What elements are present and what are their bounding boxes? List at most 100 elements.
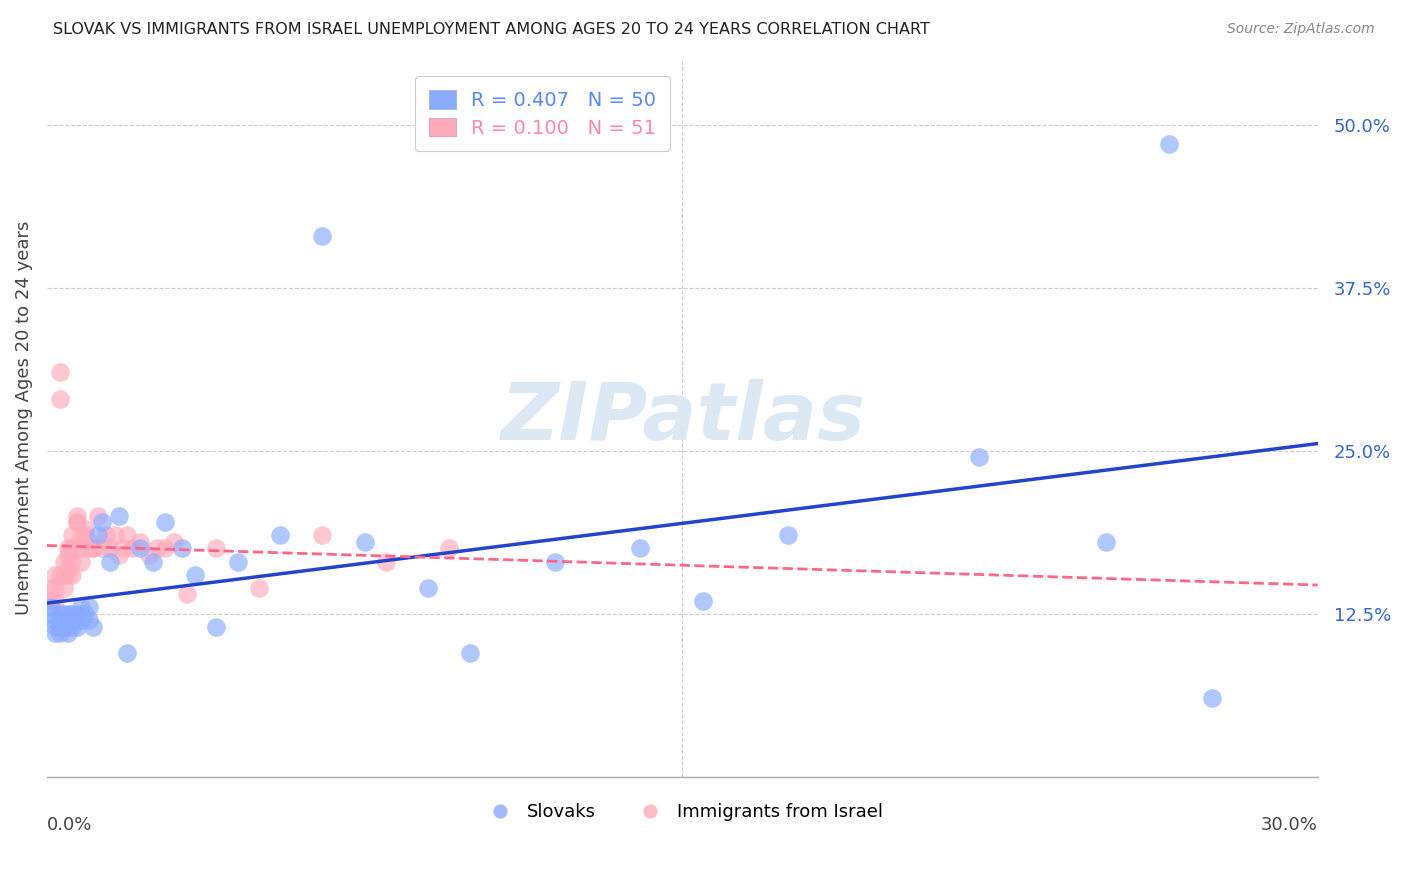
Point — [60, 541, 83, 556]
Point — [205, 620, 228, 634]
Point — [56, 626, 79, 640]
Point — [56, 561, 79, 575]
Point — [138, 548, 160, 562]
Point — [117, 528, 139, 542]
Point — [48, 392, 70, 406]
Point — [142, 555, 165, 569]
Point — [48, 567, 70, 582]
Point — [65, 508, 87, 523]
Point — [44, 581, 66, 595]
Point — [172, 541, 194, 556]
Point — [163, 535, 186, 549]
Point — [112, 541, 135, 556]
Point — [100, 541, 122, 556]
Point — [44, 620, 66, 634]
Point — [39, 600, 62, 615]
Point — [77, 541, 100, 556]
Point — [87, 528, 110, 542]
Point — [56, 613, 79, 627]
Point — [155, 541, 177, 556]
Point — [311, 528, 333, 542]
Point — [117, 646, 139, 660]
Point — [69, 541, 91, 556]
Point — [1159, 137, 1181, 152]
Point — [416, 581, 439, 595]
Point — [91, 541, 114, 556]
Text: ZIPatlas: ZIPatlas — [499, 379, 865, 457]
Point — [60, 567, 83, 582]
Point — [52, 613, 75, 627]
Point — [176, 587, 198, 601]
Point — [439, 541, 461, 556]
Point — [69, 600, 91, 615]
Point — [69, 613, 91, 627]
Point — [52, 620, 75, 634]
Point — [374, 555, 396, 569]
Point — [82, 541, 104, 556]
Point — [82, 620, 104, 634]
Point — [146, 541, 169, 556]
Point — [104, 528, 127, 542]
Point — [39, 581, 62, 595]
Text: Source: ZipAtlas.com: Source: ZipAtlas.com — [1227, 22, 1375, 37]
Point — [56, 607, 79, 621]
Point — [87, 508, 110, 523]
Point — [460, 646, 482, 660]
Point — [60, 555, 83, 569]
Point — [52, 555, 75, 569]
Point — [39, 593, 62, 607]
Point — [56, 541, 79, 556]
Point — [73, 522, 96, 536]
Point — [778, 528, 800, 542]
Point — [48, 613, 70, 627]
Point — [56, 548, 79, 562]
Point — [544, 555, 567, 569]
Point — [48, 626, 70, 640]
Point — [1095, 535, 1118, 549]
Text: SLOVAK VS IMMIGRANTS FROM ISRAEL UNEMPLOYMENT AMONG AGES 20 TO 24 YEARS CORRELAT: SLOVAK VS IMMIGRANTS FROM ISRAEL UNEMPLO… — [53, 22, 931, 37]
Point — [60, 528, 83, 542]
Point — [73, 528, 96, 542]
Point — [155, 516, 177, 530]
Text: 0.0%: 0.0% — [46, 816, 93, 834]
Point — [44, 593, 66, 607]
Point — [52, 581, 75, 595]
Point — [91, 516, 114, 530]
Text: 30.0%: 30.0% — [1261, 816, 1317, 834]
Point — [65, 607, 87, 621]
Point — [311, 228, 333, 243]
Point — [65, 516, 87, 530]
Point — [56, 567, 79, 582]
Point — [226, 555, 249, 569]
Point — [692, 593, 714, 607]
Point — [44, 626, 66, 640]
Point — [73, 607, 96, 621]
Point — [44, 613, 66, 627]
Point — [77, 613, 100, 627]
Point — [129, 535, 152, 549]
Point — [65, 516, 87, 530]
Point — [60, 607, 83, 621]
Y-axis label: Unemployment Among Ages 20 to 24 years: Unemployment Among Ages 20 to 24 years — [15, 221, 32, 615]
Point — [52, 607, 75, 621]
Point — [48, 366, 70, 380]
Point — [108, 548, 131, 562]
Point — [69, 555, 91, 569]
Point — [44, 567, 66, 582]
Point — [353, 535, 375, 549]
Point — [108, 508, 131, 523]
Point — [52, 567, 75, 582]
Legend: Slovaks, Immigrants from Israel: Slovaks, Immigrants from Israel — [474, 796, 890, 829]
Point — [247, 581, 270, 595]
Point — [184, 567, 207, 582]
Point — [65, 620, 87, 634]
Point — [69, 528, 91, 542]
Point — [77, 535, 100, 549]
Point — [82, 541, 104, 556]
Point — [1201, 691, 1223, 706]
Point — [96, 528, 118, 542]
Point — [205, 541, 228, 556]
Point — [100, 555, 122, 569]
Point — [60, 620, 83, 634]
Point — [48, 620, 70, 634]
